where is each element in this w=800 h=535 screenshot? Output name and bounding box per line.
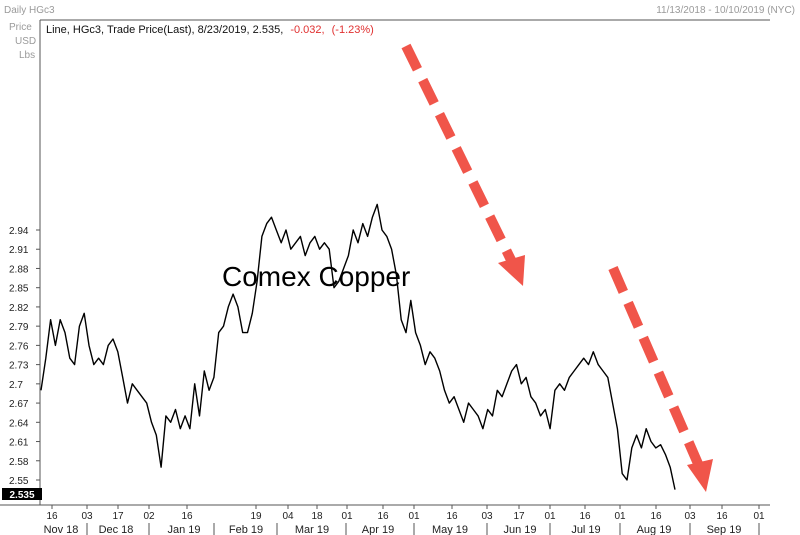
x-month-label: Nov 18 — [44, 524, 79, 535]
x-tick-label: 04 — [282, 511, 294, 522]
x-tick-label: 01 — [753, 511, 765, 522]
date-range-label: 11/13/2018 - 10/10/2019 (NYC) — [656, 5, 795, 16]
y-tick-label: 2.67 — [9, 399, 29, 410]
x-month-label: Sep 19 — [707, 524, 742, 535]
ylabel-unit: Lbs — [19, 50, 35, 61]
y-tick-label: 2.73 — [9, 361, 29, 372]
series-name-label: Daily HGc3 — [4, 5, 55, 16]
legend-text: Line, HGc3, Trade Price(Last), 8/23/2019… — [46, 24, 283, 36]
trend-arrow-down-1 — [401, 43, 525, 286]
y-tick-label: 2.88 — [9, 264, 29, 275]
ylabel-currency: USD — [15, 36, 36, 47]
x-tick-label: 16 — [716, 511, 728, 522]
y-tick-label: 2.76 — [9, 341, 29, 352]
y-tick-label: 2.94 — [9, 226, 29, 237]
last-price-tag — [2, 488, 42, 500]
trend-arrow-down-2 — [608, 266, 713, 492]
y-tick-label: 2.91 — [9, 245, 29, 256]
x-month-label: Jan 19 — [167, 524, 200, 535]
legend-change-pct: (-1.23%) — [332, 24, 374, 36]
x-tick-label: 16 — [181, 511, 193, 522]
x-tick-label: 03 — [81, 511, 93, 522]
x-tick-label: 16 — [579, 511, 591, 522]
y-tick-label: 2.55 — [9, 476, 29, 487]
last-price-label: 2.535 — [9, 490, 34, 501]
x-tick-label: 01 — [614, 511, 626, 522]
ylabel-price: Price — [9, 22, 32, 33]
y-tick-label: 2.61 — [9, 438, 29, 449]
y-tick-label: 2.79 — [9, 322, 29, 333]
x-month-label: Feb 19 — [229, 524, 263, 535]
x-month-label: Jun 19 — [503, 524, 536, 535]
x-tick-label: 03 — [481, 511, 493, 522]
x-tick-label: 03 — [684, 511, 696, 522]
series-line-copper — [40, 203, 676, 490]
legend-change: -0.032, — [290, 24, 324, 36]
y-tick-label: 2.58 — [9, 457, 29, 468]
x-tick-label: 18 — [311, 511, 323, 522]
x-tick-label: 02 — [143, 511, 155, 522]
annotation-text: Comex Copper — [222, 261, 410, 292]
x-tick-label: 16 — [446, 511, 458, 522]
y-tick-label: 2.85 — [9, 284, 29, 295]
x-tick-label: 16 — [46, 511, 58, 522]
y-tick-label: 2.64 — [9, 418, 29, 429]
y-tick-labels: 2.55 2.58 2.61 2.64 2.67 2.7 2.73 2.76 2.79 2.82 2… — [9, 226, 40, 487]
legend: Line, HGc3, Trade Price(Last), 8/23/2019… — [46, 24, 374, 36]
x-tick-label: 19 — [250, 511, 262, 522]
x-month-label: Aug 19 — [637, 524, 672, 535]
x-axis-ticks: 16 03 17 02 16 19 04 18 01 16 01 16 03 17 01 16 01 16 03 16… — [44, 505, 765, 535]
x-tick-label: 01 — [544, 511, 556, 522]
y-tick-label: 2.82 — [9, 303, 29, 314]
x-tick-label: 17 — [513, 511, 525, 522]
x-tick-label: 16 — [377, 511, 389, 522]
x-month-label: Dec 18 — [99, 524, 134, 535]
x-tick-label: 01 — [341, 511, 353, 522]
x-month-label: Apr 19 — [362, 524, 394, 535]
x-tick-label: 17 — [112, 511, 124, 522]
x-month-label: Jul 19 — [571, 524, 600, 535]
x-tick-label: 16 — [650, 511, 662, 522]
x-month-label: Mar 19 — [295, 524, 329, 535]
x-tick-label: 01 — [408, 511, 420, 522]
y-tick-label: 2.7 — [9, 380, 23, 391]
x-month-label: May 19 — [432, 524, 468, 535]
